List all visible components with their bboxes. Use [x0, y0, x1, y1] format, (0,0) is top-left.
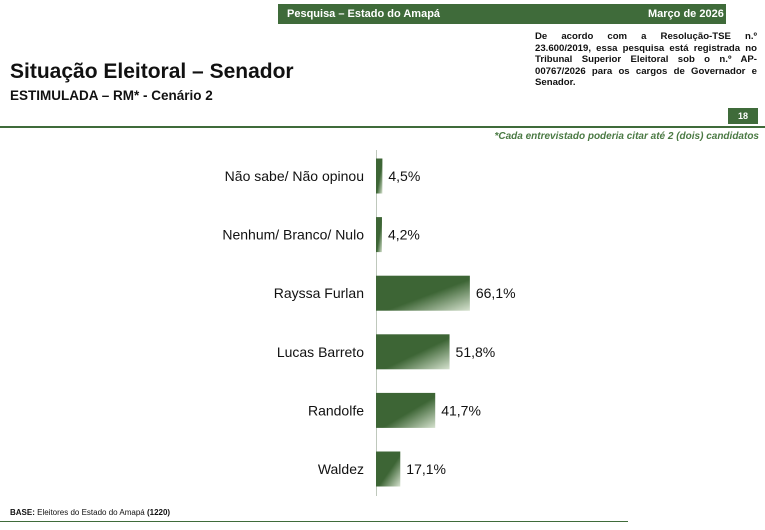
page-subtitle: ESTIMULADA – RM* - Cenário 2	[10, 88, 213, 103]
bar	[376, 217, 382, 253]
value-label: 41,7%	[441, 402, 481, 418]
header-bar: Pesquisa – Estado do Amapá Março de 2026	[278, 4, 726, 24]
page-number-badge: 18	[728, 108, 758, 124]
footer-divider	[0, 521, 628, 522]
category-label: Randolfe	[308, 402, 364, 418]
survey-label: Pesquisa – Estado do Amapá	[287, 8, 441, 20]
bar	[376, 334, 450, 370]
value-label: 66,1%	[476, 285, 516, 301]
value-label: 4,5%	[388, 168, 420, 184]
category-label: Nenhum/ Branco/ Nulo	[222, 227, 364, 243]
page-title: Situação Eleitoral – Senador	[10, 60, 294, 83]
chart-note: *Cada entrevistado poderia citar até 2 (…	[494, 131, 759, 142]
bar	[376, 275, 470, 311]
category-label: Não sabe/ Não opinou	[225, 168, 364, 184]
category-label: Waldez	[318, 461, 364, 477]
legal-notice: De acordo com a Resolução-TSE n.º 23.600…	[535, 31, 757, 89]
value-label: 4,2%	[388, 227, 420, 243]
header-divider	[0, 126, 765, 128]
bar	[376, 392, 436, 428]
base-label: BASE:	[10, 508, 35, 517]
bar-chart: Não sabe/ Não opinou 4,5% Nenhum/ Branco/ …	[222, 150, 516, 496]
base-footnote: BASE: Eleitores do Estado do Amapá (1220…	[10, 508, 170, 517]
value-label: 51,8%	[456, 344, 496, 360]
category-label: Rayssa Furlan	[274, 285, 364, 301]
value-label: 17,1%	[406, 461, 446, 477]
bar	[376, 451, 401, 487]
category-label: Lucas Barreto	[277, 344, 364, 360]
base-count: (1220)	[146, 508, 171, 517]
bar	[376, 158, 383, 194]
date-label: Março de 2026	[648, 8, 724, 20]
base-text: Eleitores do Estado do Amapá	[34, 508, 147, 517]
